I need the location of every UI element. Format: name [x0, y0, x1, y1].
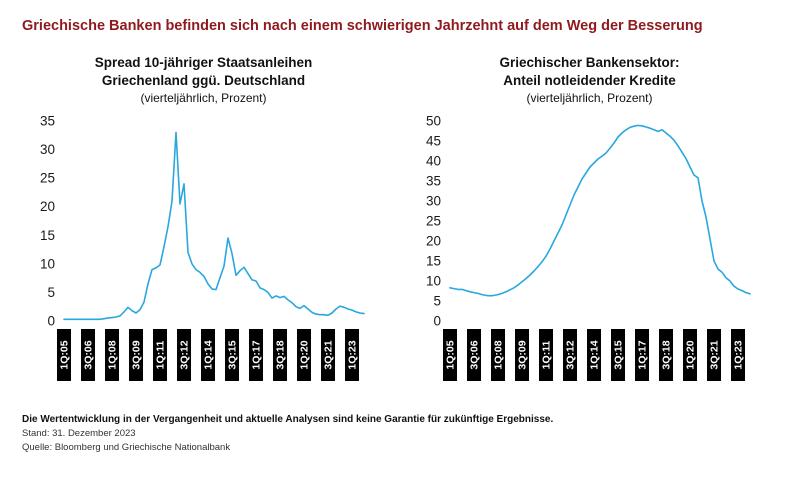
svg-text:1Q:05: 1Q:05 [444, 340, 456, 369]
svg-text:30: 30 [425, 194, 440, 209]
svg-text:30: 30 [39, 142, 54, 157]
svg-text:25: 25 [425, 214, 440, 229]
svg-text:1Q:11: 1Q:11 [154, 341, 166, 370]
chart-spread-title-line2: Griechenland ggü. Deutschland [101, 72, 306, 88]
svg-text:1Q:20: 1Q:20 [684, 340, 696, 369]
page-title: Griechische Banken befinden sich nach ei… [22, 18, 703, 34]
footer-as-of: Stand: 31. Dezember 2023 [22, 428, 136, 440]
svg-text:5: 5 [47, 285, 55, 300]
chart-npl-subtitle: (vierteljährlich, Prozent) [526, 91, 653, 106]
svg-text:1Q:14: 1Q:14 [588, 340, 600, 369]
svg-text:1Q:14: 1Q:14 [202, 340, 214, 369]
chart-block-spread: Spread 10-jähriger Staatsanleihen Griech… [28, 54, 380, 390]
svg-text:3Q:18: 3Q:18 [660, 340, 672, 369]
chart-spread-title-line1: Spread 10-jähriger Staatsanleihen [94, 55, 313, 70]
chart-spread-subtitle: (vierteljährlich, Prozent) [140, 91, 267, 106]
svg-text:3Q:21: 3Q:21 [322, 340, 334, 369]
svg-text:35: 35 [425, 174, 440, 189]
chart-spread-header: Spread 10-jähriger Staatsanleihen Griech… [28, 54, 380, 105]
svg-text:1Q:23: 1Q:23 [346, 340, 358, 369]
svg-text:3Q:15: 3Q:15 [226, 340, 238, 369]
svg-text:3Q:12: 3Q:12 [564, 340, 576, 369]
svg-text:20: 20 [425, 234, 440, 249]
svg-text:3Q:09: 3Q:09 [516, 340, 528, 369]
svg-text:1Q:23: 1Q:23 [732, 340, 744, 369]
svg-text:15: 15 [39, 228, 54, 243]
svg-text:0: 0 [433, 314, 441, 329]
footer: Die Wertentwicklung in der Vergangenheit… [22, 412, 771, 456]
svg-text:3Q:06: 3Q:06 [468, 340, 480, 369]
chart-block-npl: Griechischer Bankensektor: Anteil notlei… [414, 54, 766, 390]
svg-text:3Q:18: 3Q:18 [274, 340, 286, 369]
svg-text:1Q:20: 1Q:20 [298, 340, 310, 369]
footer-source: Quelle: Bloomberg und Griechische Nation… [22, 442, 231, 454]
svg-text:1Q:17: 1Q:17 [250, 340, 262, 369]
svg-text:40: 40 [425, 154, 440, 169]
footer-disclaimer: Die Wertentwicklung in der Vergangenheit… [22, 414, 554, 426]
svg-text:20: 20 [39, 199, 54, 214]
svg-text:1Q:08: 1Q:08 [492, 340, 504, 369]
svg-text:45: 45 [425, 134, 440, 149]
svg-text:10: 10 [39, 256, 54, 271]
svg-text:25: 25 [39, 171, 54, 186]
charts-row: Spread 10-jähriger Staatsanleihen Griech… [22, 54, 771, 390]
chart-npl-title-line2: Anteil notleidender Kredite [503, 72, 676, 88]
svg-text:3Q:15: 3Q:15 [612, 340, 624, 369]
chart-npl-title-line1: Griechischer Bankensektor: [499, 55, 680, 70]
svg-text:1Q:05: 1Q:05 [58, 340, 70, 369]
svg-text:1Q:11: 1Q:11 [540, 341, 552, 370]
chart-npl-header: Griechischer Bankensektor: Anteil notlei… [414, 54, 766, 105]
svg-text:50: 50 [425, 115, 440, 129]
svg-text:5: 5 [433, 294, 441, 309]
svg-text:1Q:08: 1Q:08 [106, 340, 118, 369]
svg-text:1Q:17: 1Q:17 [636, 340, 648, 369]
svg-text:3Q:09: 3Q:09 [130, 340, 142, 369]
svg-text:10: 10 [425, 274, 440, 289]
svg-text:35: 35 [39, 115, 54, 129]
svg-text:15: 15 [425, 254, 440, 269]
line-chart-npl: 0 5 10 15 20 25 30 35 40 45 50 1Q:05 3Q:06 1Q:08 3Q:09… [414, 114, 766, 390]
line-chart-spread: 0 5 10 15 20 25 30 35 1Q:05 3Q:06 1Q:08 3Q:09 1Q:11 3… [28, 114, 380, 390]
svg-text:3Q:21: 3Q:21 [708, 340, 720, 369]
svg-text:0: 0 [47, 314, 55, 329]
svg-text:3Q:06: 3Q:06 [82, 340, 94, 369]
svg-text:3Q:12: 3Q:12 [178, 340, 190, 369]
